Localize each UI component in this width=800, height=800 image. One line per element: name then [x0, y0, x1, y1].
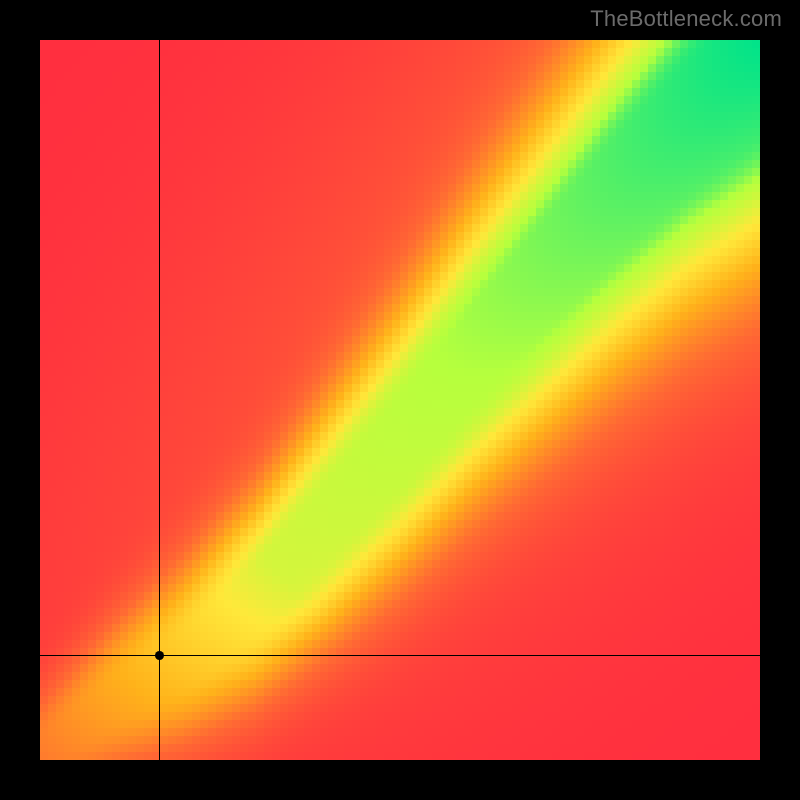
- chart-container: TheBottleneck.com: [0, 0, 800, 800]
- heatmap-canvas-wrap: [40, 40, 760, 760]
- bottleneck-heatmap: [40, 40, 760, 760]
- attribution-text: TheBottleneck.com: [590, 6, 782, 32]
